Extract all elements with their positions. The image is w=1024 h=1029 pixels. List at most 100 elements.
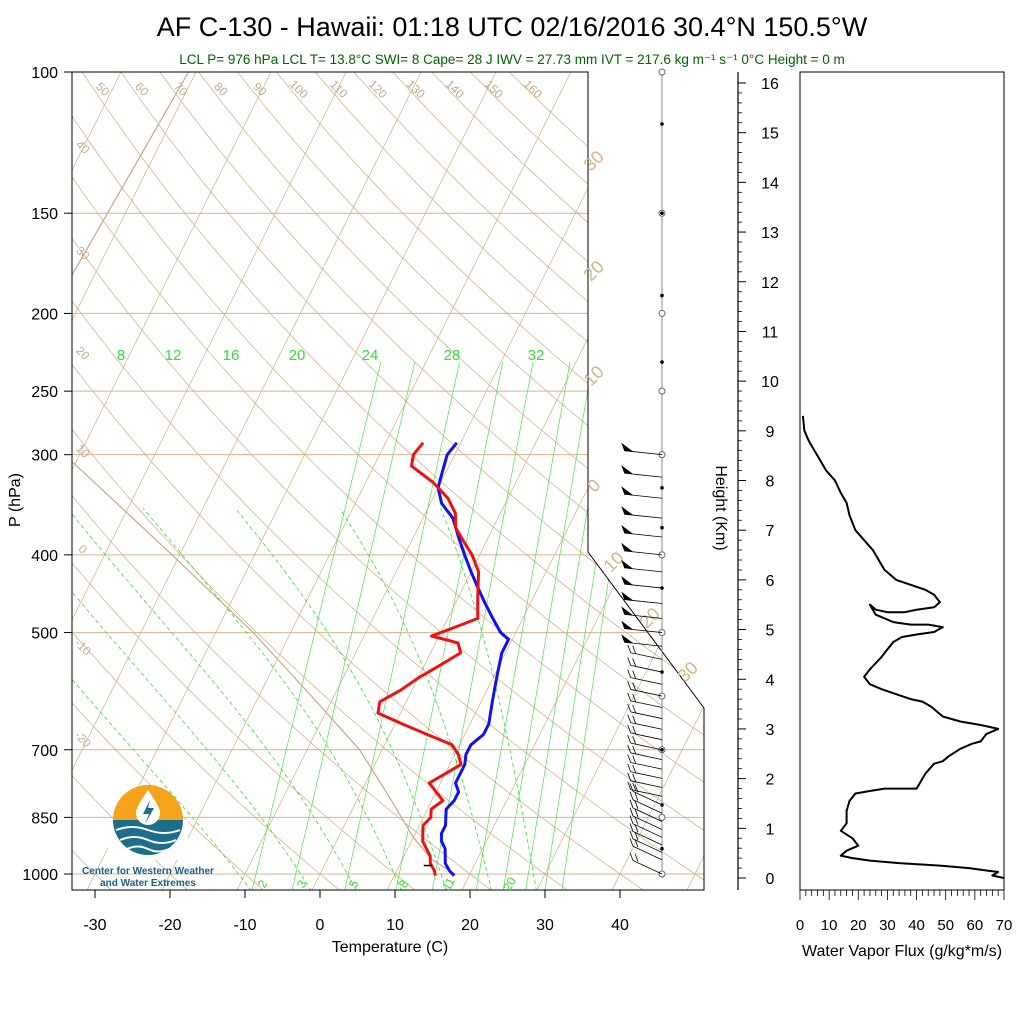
mixing-ratio-line <box>562 362 642 891</box>
pressure-tick-label: 1000 <box>22 867 58 884</box>
mixing-ratio-label: 16 <box>223 347 240 364</box>
isotherm-line <box>87 72 496 891</box>
wind-open-marker <box>659 814 665 820</box>
flux-tick-label: 70 <box>996 917 1013 934</box>
wind-filled-marker <box>660 847 664 851</box>
theta-label-right: 30 <box>580 147 608 175</box>
isotherm-line <box>0 72 271 891</box>
wind-open-marker <box>659 310 665 316</box>
isotherm-label: 140 <box>443 77 467 101</box>
wind-open-marker <box>659 388 665 394</box>
wind-barb-feather <box>633 705 636 713</box>
flux-tick-label: 50 <box>937 917 954 934</box>
dry-adiabat <box>199 72 1024 891</box>
isotherm-label: 60 <box>132 79 152 99</box>
mixing-ratio-label: 24 <box>362 347 379 364</box>
chart-title: AF C-130 - Hawaii: 01:18 UTC 02/16/2016 … <box>157 12 868 42</box>
dry-adiabat <box>0 72 416 891</box>
flux-plot-area <box>803 416 1004 878</box>
cw3e-logo <box>108 785 188 860</box>
height-tick-label: 7 <box>766 523 775 540</box>
pressure-tick-label: 200 <box>31 306 58 323</box>
height-tick-label: 8 <box>766 474 775 491</box>
height-tick-label: 12 <box>761 275 779 292</box>
wind-barb-feather <box>628 715 631 723</box>
temperature-tick-label: -30 <box>83 917 106 934</box>
isotherm-line <box>12 72 421 891</box>
wind-barb-feather <box>628 773 631 781</box>
wind-filled-marker <box>660 211 664 215</box>
isotherm-line <box>312 72 721 891</box>
wind-barb-feather <box>633 774 636 782</box>
isotherm-line <box>462 72 871 891</box>
height-tick-label: 2 <box>766 772 775 789</box>
wind-filled-marker <box>660 122 664 126</box>
wind-filled-marker <box>660 486 664 490</box>
isotherm-line <box>612 72 1021 891</box>
theta-label: 20 <box>73 343 93 363</box>
height-tick-label: 9 <box>766 424 775 441</box>
flux-x-axis-label: Water Vapor Flux (g/kg*m/s) <box>802 943 1002 960</box>
wind-barb-shaft <box>633 860 662 874</box>
height-tick-label: 6 <box>766 573 775 590</box>
mixing-ratio-line <box>503 362 592 891</box>
isotherm-line <box>0 72 196 891</box>
wind-barb-feather <box>633 646 636 654</box>
flux-tick-label: 20 <box>850 917 867 934</box>
mixing-ratio-label-bottom: 3 <box>294 877 310 890</box>
flux-tick-label: 0 <box>796 917 804 934</box>
flux-plot-border <box>800 72 1004 890</box>
wind-barb-feather <box>628 782 631 790</box>
isotherm-label: 120 <box>366 77 390 101</box>
wind-barb-feather <box>628 670 631 678</box>
temperature-tick-label: 0 <box>316 917 325 934</box>
temperature-tick-label: -10 <box>233 917 256 934</box>
skewt-profiles <box>13 72 508 876</box>
height-tick-label: 11 <box>762 324 779 341</box>
height-tick-label: 5 <box>766 623 775 640</box>
wind-barb-flag <box>621 576 633 585</box>
isotherm-label: 160 <box>521 77 545 101</box>
dry-adiabat <box>0 72 797 891</box>
isotherm-label: 110 <box>327 77 351 101</box>
wind-barb-flag <box>621 486 633 495</box>
dry-adiabat <box>276 72 1024 891</box>
wind-barb-feather <box>628 657 631 665</box>
logo-caption-line1: Center for Western Weather <box>66 866 230 878</box>
isotherm-label: 50 <box>93 79 113 99</box>
dry-adiabat <box>0 72 492 891</box>
dry-adiabat <box>0 72 721 891</box>
dry-adiabat <box>315 72 1024 891</box>
flux-tick-label: 10 <box>821 917 838 934</box>
isotherm-line <box>162 72 571 891</box>
height-tick-label: 14 <box>761 175 779 192</box>
wind-barb-flag <box>621 465 633 474</box>
mixing-ratio-line <box>252 362 381 891</box>
x-axis-label: Temperature (C) <box>332 939 448 956</box>
wind-barb-feather <box>633 765 636 773</box>
height-tick-label: 1 <box>766 821 775 838</box>
temperature-tick-label: 10 <box>386 917 404 934</box>
mixing-ratio-label: 8 <box>117 347 125 364</box>
mixing-ratio-line <box>292 362 415 891</box>
pressure-tick-label: 400 <box>31 548 58 565</box>
wind-barb-feather <box>628 735 631 743</box>
temperature-tick-label: 20 <box>461 917 479 934</box>
pressure-tick-label: 150 <box>31 206 58 223</box>
wind-barb-flag <box>621 543 633 552</box>
wind-barb-feather <box>628 693 631 701</box>
height-axis-label: Height (Km) <box>712 465 729 550</box>
mixing-ratio-label: 32 <box>528 347 545 364</box>
pressure-tick-label: 850 <box>31 810 58 827</box>
wind-barb-feather <box>628 754 631 762</box>
isotherm-label: 80 <box>211 79 231 99</box>
wind-barb-feather <box>628 764 631 772</box>
isotherm-label: 90 <box>250 79 270 99</box>
wind-barb-flag <box>621 443 633 452</box>
temperature-tick-label: 30 <box>536 917 554 934</box>
height-tick-label: 15 <box>761 126 779 143</box>
wind-barb-feather <box>635 793 638 801</box>
mixing-ratio-label-bottom: 2 <box>255 877 271 890</box>
